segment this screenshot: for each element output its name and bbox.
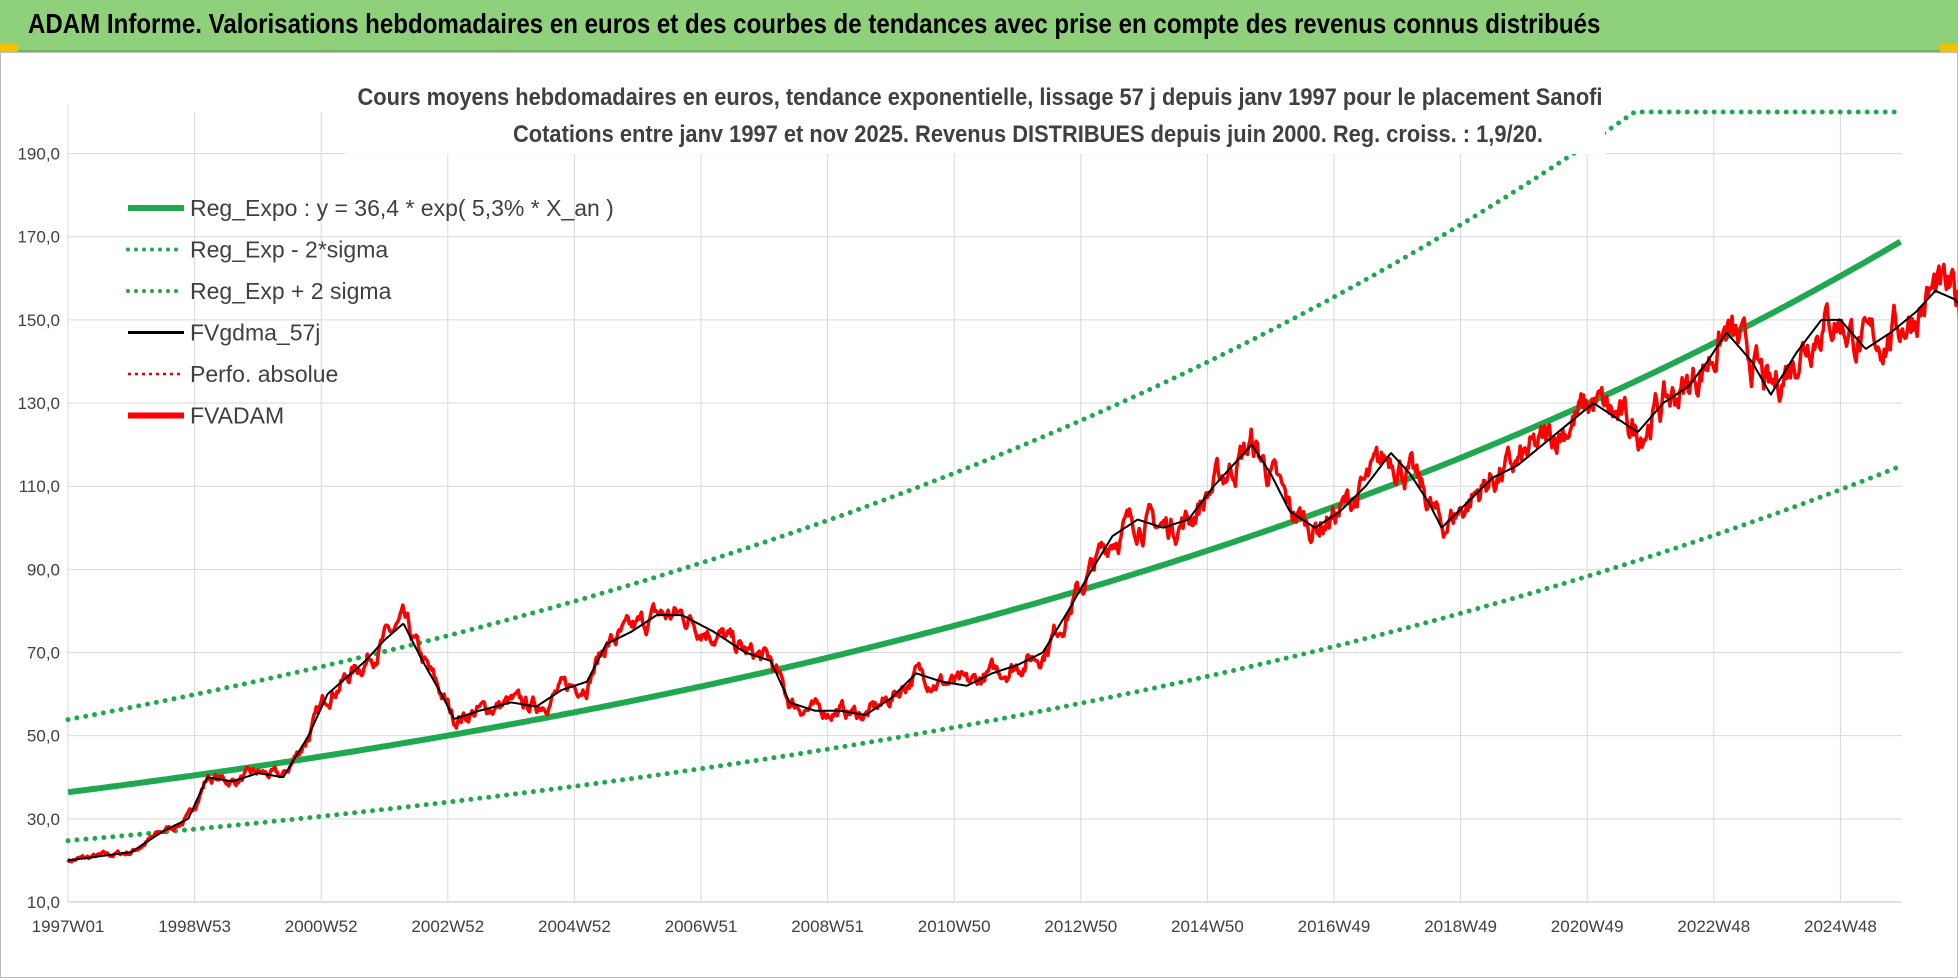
- y-tick-label-3: 70,0: [27, 644, 60, 663]
- y-tick-label-9: 190,0: [17, 145, 60, 164]
- corner-marker-left: [0, 44, 18, 52]
- fvgdma-57j-line: [67, 289, 1958, 862]
- x-tick-label-5: 2006W51: [665, 917, 738, 936]
- x-tick-label-6: 2008W51: [791, 917, 864, 936]
- y-tick-label-0: 10,0: [27, 893, 60, 912]
- x-tick-label-3: 2002W52: [411, 917, 484, 936]
- y-tick-label-5: 110,0: [19, 477, 60, 496]
- x-tick-label-2: 2000W52: [285, 917, 358, 936]
- y-axis-ticks: 10,0 30,0 50,0 70,0 90,0 110,0 130,0 150,0 170,0…: [17, 145, 60, 912]
- x-tick-label-8: 2012W50: [1044, 917, 1117, 936]
- legend-label-3: FVgdma_57j: [190, 320, 320, 346]
- x-tick-label-7: 2010W50: [918, 917, 991, 936]
- lower-band-line: [65, 463, 1903, 844]
- grid-lines: [67, 104, 1902, 903]
- chart-subtitle-line-1: Cours moyens hebdomadaires en euros, ten…: [358, 84, 1603, 111]
- x-tick-label-9: 2014W50: [1171, 917, 1244, 936]
- x-axis-ticks: 1997W01 1998W53 2000W52 2002W52 2004W52 2006W…: [32, 917, 1877, 936]
- x-tick-label-10: 2016W49: [1298, 917, 1371, 936]
- regression-line: [67, 239, 1903, 796]
- legend-label-4: Perfo. absolue: [190, 361, 338, 387]
- x-tick-label-11: 2018W49: [1424, 917, 1497, 936]
- x-tick-label-14: 2024W48: [1804, 917, 1877, 936]
- y-tick-label-8: 170,0: [17, 228, 60, 247]
- y-tick-label-4: 90,0: [27, 560, 60, 579]
- legend: Reg_Expo : y = 36,4 * exp( 5,3% * X_an )…: [126, 195, 614, 429]
- x-tick-label-13: 2022W48: [1677, 917, 1750, 936]
- x-tick-label-4: 2004W52: [538, 917, 611, 936]
- legend-label-0: Reg_Expo : y = 36,4 * exp( 5,3% * X_an ): [190, 195, 614, 221]
- y-tick-label-1: 30,0: [27, 810, 60, 829]
- subtitle-background: [345, 78, 1605, 154]
- y-tick-label-7: 150,0: [17, 311, 60, 330]
- header-banner: ADAM Informe. Valorisations hebdomadaire…: [0, 0, 1958, 52]
- series-group: [65, 109, 1958, 864]
- chart-subtitle-line-2: Cotations entre janv 1997 et nov 2025. R…: [513, 121, 1543, 148]
- x-tick-label-0: 1997W01: [32, 917, 105, 936]
- x-tick-label-12: 2020W49: [1551, 917, 1624, 936]
- corner-marker-right: [1940, 44, 1958, 52]
- legend-label-2: Reg_Exp + 2 sigma: [190, 278, 392, 304]
- legend-label-1: Reg_Exp - 2*sigma: [190, 237, 388, 263]
- fvadam-line: [66, 262, 1958, 864]
- legend-label-5: FVADAM: [190, 403, 284, 429]
- x-tick-label-1: 1998W53: [158, 917, 231, 936]
- y-tick-label-6: 130,0: [17, 394, 60, 413]
- page-title: ADAM Informe. Valorisations hebdomadaire…: [28, 8, 1601, 39]
- y-tick-label-2: 50,0: [27, 727, 60, 746]
